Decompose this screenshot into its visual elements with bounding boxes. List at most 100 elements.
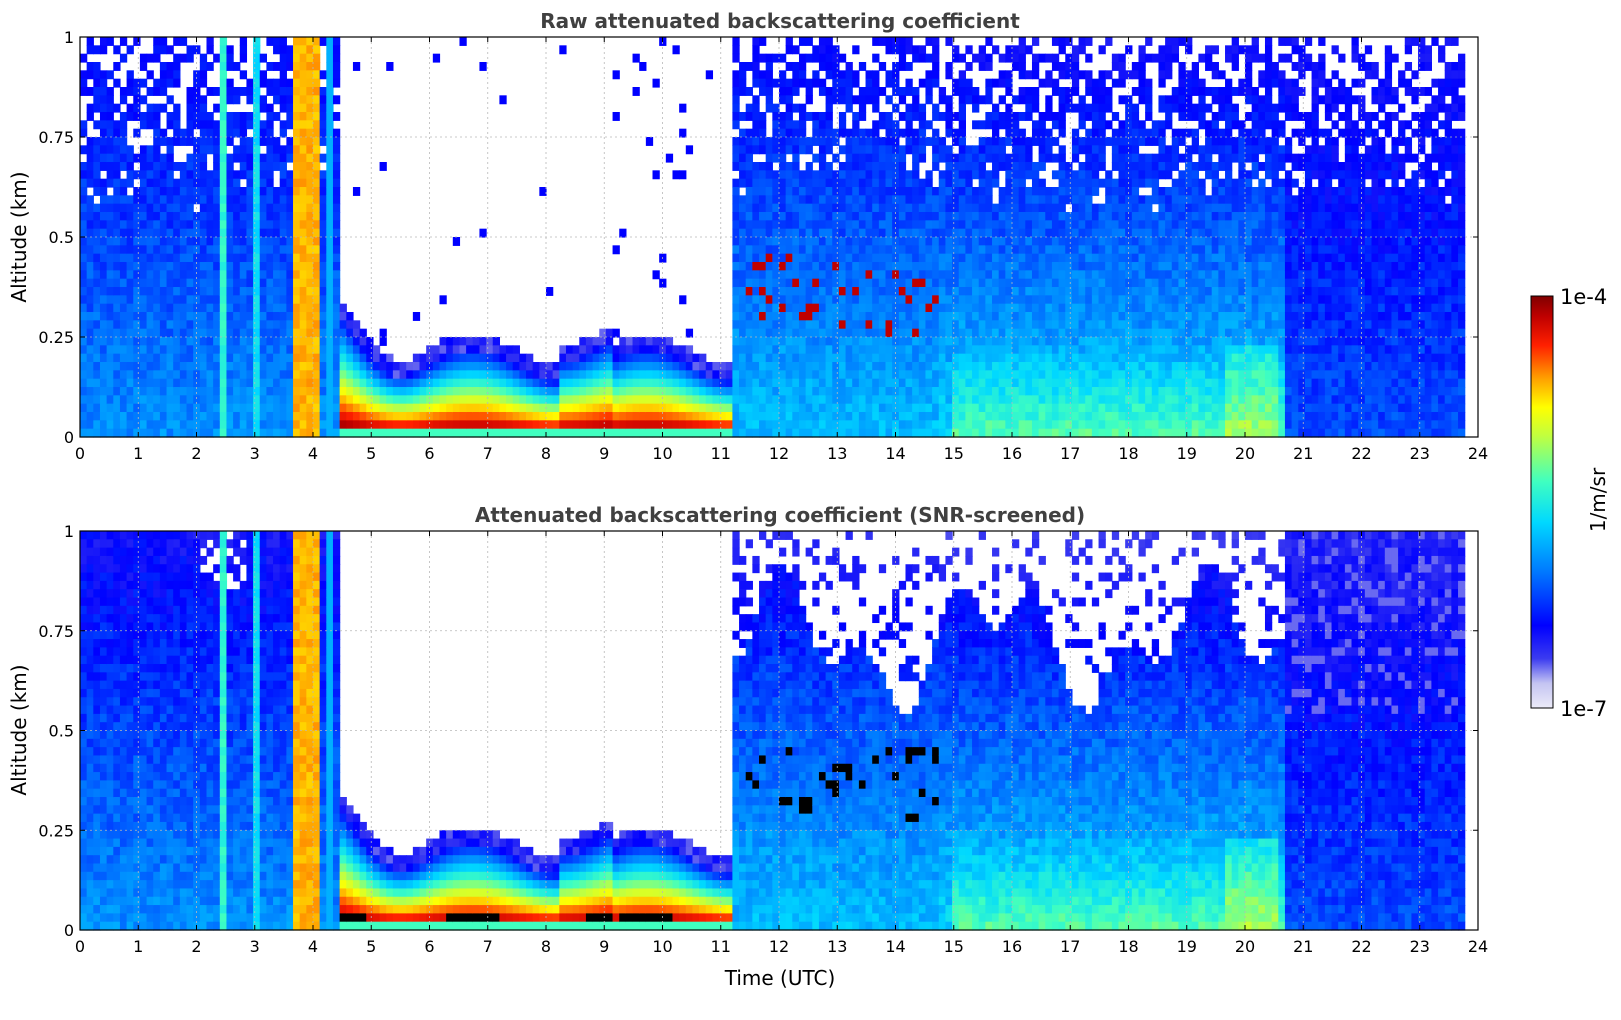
heatmap-cell (233, 337, 241, 346)
heatmap-cell (852, 328, 860, 338)
heatmap-cell (912, 145, 920, 155)
heatmap-cell (226, 228, 234, 238)
heatmap-cell (792, 128, 800, 138)
heatmap-cell (998, 70, 1006, 80)
heatmap-cell (1085, 428, 1093, 438)
heatmap-cell (885, 287, 893, 296)
heatmap-cell (1038, 328, 1046, 338)
heatmap-cell (865, 303, 873, 313)
heatmap-cell (206, 253, 214, 263)
heatmap-cell (972, 145, 980, 155)
heatmap-cell (233, 87, 241, 96)
heatmap-cell (665, 353, 674, 363)
heatmap-cell (359, 370, 367, 380)
heatmap-cell (779, 237, 787, 246)
heatmap-cell (139, 220, 148, 230)
heatmap-cell (432, 362, 441, 371)
heatmap-cell (532, 395, 540, 405)
heatmap-cell (246, 295, 254, 305)
heatmap-cell (845, 353, 853, 363)
heatmap-cell (326, 37, 334, 46)
heatmap-cell (299, 362, 307, 371)
heatmap-cell (213, 153, 221, 163)
heatmap-cell (106, 387, 114, 396)
heatmap-cell (732, 337, 740, 346)
heatmap-cell (752, 278, 760, 288)
heatmap-cell (206, 312, 214, 321)
heatmap-cell (499, 370, 507, 380)
heatmap-cell (845, 70, 853, 80)
heatmap-cell (825, 295, 833, 305)
heatmap-cell (1091, 295, 1100, 305)
heatmap-cell (1111, 337, 1120, 346)
heatmap-cell (199, 70, 208, 80)
heatmap-cell (1038, 362, 1046, 371)
heatmap-cell (952, 220, 960, 230)
heatmap-cell (286, 403, 294, 413)
heatmap-cell (938, 303, 947, 313)
heatmap-cell (426, 345, 434, 355)
heatmap-cell (119, 195, 128, 205)
heatmap-cell (266, 187, 274, 196)
heatmap-cell (739, 287, 747, 296)
heatmap-cell (1071, 362, 1080, 371)
heatmap-cell (459, 337, 467, 346)
heatmap-cell (918, 387, 927, 396)
heatmap-cell (1071, 78, 1080, 88)
heatmap-cell (965, 262, 973, 271)
heatmap-cell (732, 412, 740, 421)
heatmap-cell (266, 195, 274, 205)
heatmap-cell (865, 362, 873, 371)
heatmap-cell (253, 337, 261, 346)
heatmap-cell (146, 212, 154, 221)
heatmap-cell (1025, 220, 1033, 230)
heatmap-cell (1012, 220, 1020, 230)
heatmap-cell (1012, 378, 1020, 388)
heatmap-cell (885, 153, 893, 163)
heatmap-cell (293, 312, 301, 321)
heatmap-cell (219, 253, 228, 263)
heatmap-cell (306, 278, 314, 288)
heatmap-cell (299, 428, 307, 438)
heatmap-cell (439, 362, 447, 371)
heatmap-cell (632, 420, 640, 430)
heatmap-cell (1058, 412, 1066, 421)
heatmap-cell (805, 312, 813, 321)
heatmap-cell (99, 420, 108, 430)
heatmap-cell (173, 387, 181, 396)
heatmap-cell (239, 128, 248, 138)
heatmap-cell (559, 353, 567, 363)
heatmap-cell (1058, 345, 1066, 355)
heatmap-cell (226, 278, 234, 288)
heatmap-cell (219, 153, 228, 163)
heatmap-cell (80, 220, 88, 230)
heatmap-cell (952, 403, 960, 413)
heatmap-cell (173, 103, 181, 113)
heatmap-cell (825, 387, 833, 396)
heatmap-cell (679, 412, 687, 421)
heatmap-cell (1105, 362, 1113, 371)
heatmap-cell (133, 195, 141, 205)
heatmap-cell (386, 370, 394, 380)
heatmap-cell (579, 353, 587, 363)
heatmap-cell (546, 378, 554, 388)
heatmap-cell (958, 103, 966, 113)
heatmap-cell (1111, 203, 1120, 213)
heatmap-cell (193, 337, 201, 346)
heatmap-cell (279, 412, 287, 421)
heatmap-cell (359, 420, 367, 430)
heatmap-cell (892, 345, 900, 355)
heatmap-cell (932, 228, 940, 238)
heatmap-cell (206, 395, 214, 405)
heatmap-cell (945, 345, 953, 355)
heatmap-cell (965, 387, 973, 396)
heatmap-cell (206, 37, 214, 46)
heatmap-cell (159, 262, 168, 271)
heatmap-cell (1098, 120, 1106, 130)
heatmap-cell (958, 253, 966, 263)
heatmap-cell (792, 278, 800, 288)
heatmap-cell (273, 312, 281, 321)
heatmap-cell (273, 137, 281, 146)
heatmap-cell (253, 378, 261, 388)
heatmap-cell (179, 403, 188, 413)
